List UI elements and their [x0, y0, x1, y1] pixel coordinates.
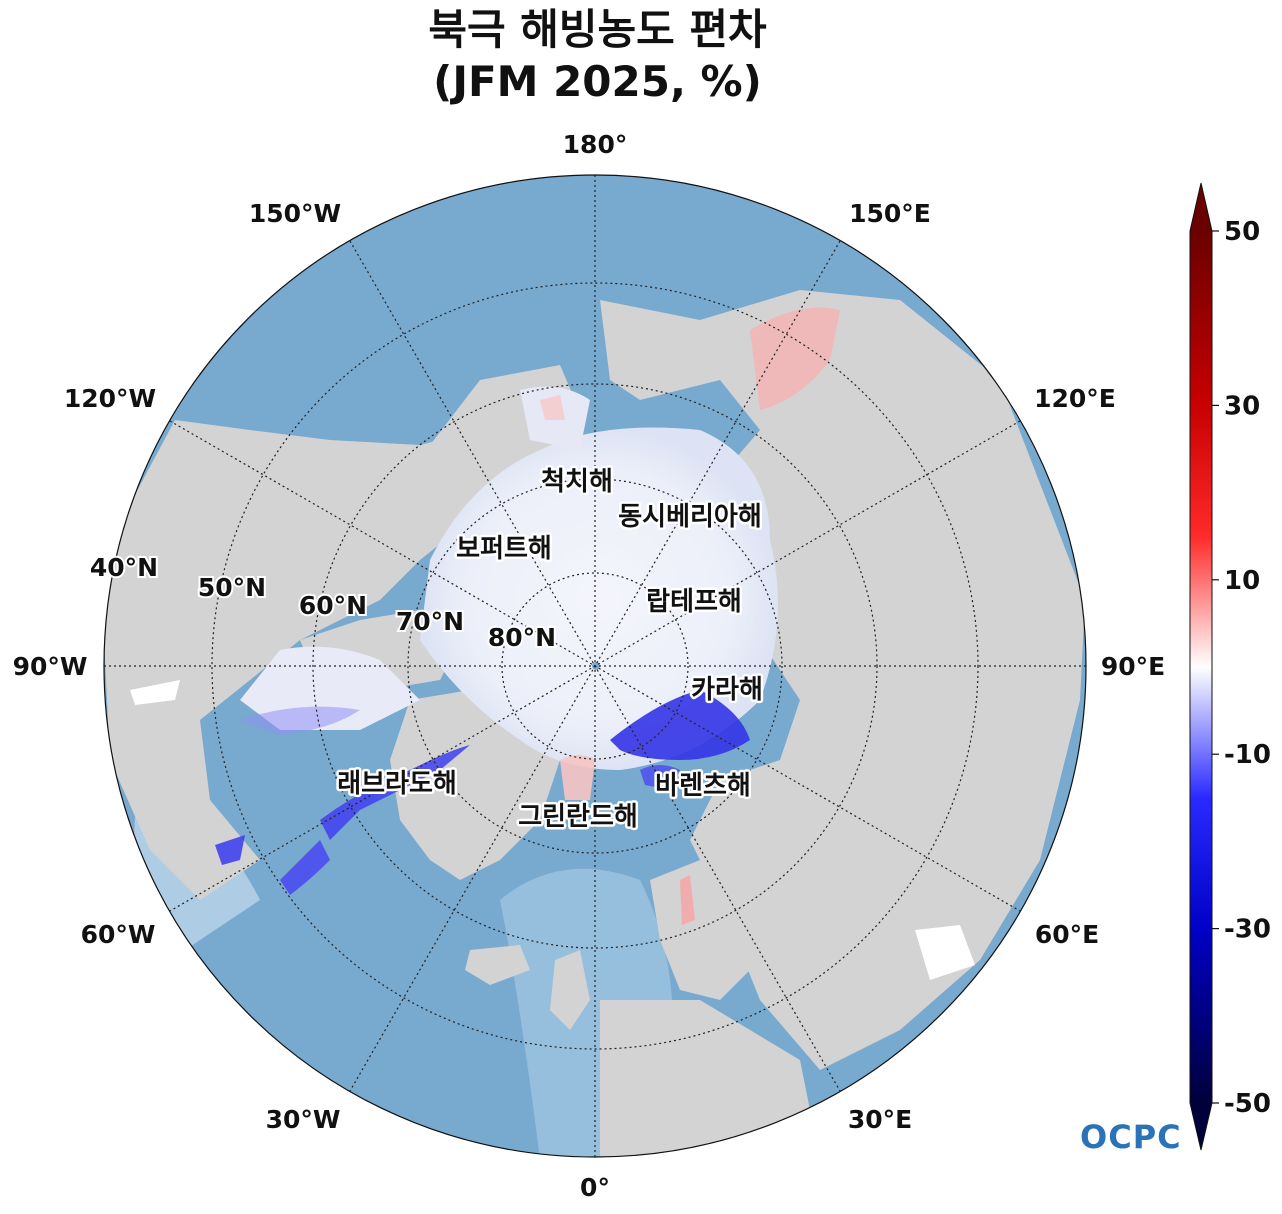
lat-label-50n: 50°N	[198, 573, 266, 602]
sea-label-kara: 카라해	[691, 675, 763, 705]
sea-label-chukchi: 척치해	[541, 467, 613, 497]
sea-label-barents: 바렌츠해	[655, 771, 751, 801]
sea-label-east-siberian: 동시베리아해	[618, 502, 762, 532]
title-line-1: 북극 해빙농도 편차	[428, 5, 767, 54]
colorbar-tick-label: 10	[1224, 566, 1260, 596]
map-body	[104, 175, 1086, 1157]
colorbar-tick-label: -50	[1224, 1089, 1271, 1119]
chart-title: 북극 해빙농도 편차 (JFM 2025, %)	[0, 0, 1195, 108]
lon-label-30e: 30°E	[848, 1105, 912, 1134]
sea-label-greenland: 그린란드해	[518, 802, 638, 832]
lon-label-120w: 120°W	[64, 384, 156, 413]
latitude-labels: 40°N 50°N 60°N 70°N 80°N	[88, 551, 558, 654]
lat-label-80n: 80°N	[488, 623, 556, 652]
colorbar: 50 30 10 -10 -30 -50	[1189, 182, 1271, 1151]
lon-label-120e: 120°E	[1034, 384, 1116, 413]
colorbar-tick-label: 30	[1224, 391, 1260, 421]
lon-label-0: 0°	[580, 1173, 610, 1202]
lon-label-60e: 60°E	[1035, 920, 1099, 949]
colorbar-gradient	[1190, 231, 1212, 1103]
title-line-2: (JFM 2025, %)	[433, 57, 762, 106]
colorbar-tick-label: -10	[1224, 740, 1271, 770]
lon-label-150w: 150°W	[249, 199, 341, 228]
lakes	[130, 680, 975, 980]
graticule	[104, 175, 1086, 1157]
negative-anomalies	[215, 690, 750, 895]
lon-label-150e: 150°E	[849, 199, 931, 228]
sea-label-laptev: 랍테프해	[646, 587, 742, 617]
ocpc-logo: OCPC	[1080, 1118, 1182, 1156]
map-boundary	[103, 174, 1087, 1158]
sea-label-labrador: 래브라도해	[337, 769, 457, 799]
sea-ice-extent	[240, 646, 420, 730]
lat-label-70n: 70°N	[396, 607, 464, 636]
lon-label-180: 180°	[563, 130, 628, 159]
colorbar-extend-max	[1190, 183, 1212, 231]
lon-label-90e: 90°E	[1101, 652, 1165, 681]
lon-label-60w: 60°W	[81, 920, 156, 949]
sea-ice-extent	[420, 427, 778, 770]
lon-label-30w: 30°W	[266, 1105, 341, 1134]
sea-labels: 척치해 동시베리아해 보퍼트해 랍테프해 카라해 래브라도해 바렌츠해 그린란드…	[335, 465, 766, 835]
longitude-labels: 180° 150°E 120°E 90°E 60°E 30°E 0° 30°W …	[13, 130, 1166, 1202]
lat-label-60n: 60°N	[299, 591, 367, 620]
lat-label-40n: 40°N	[90, 553, 158, 582]
sea-label-beaufort: 보퍼트해	[456, 534, 552, 564]
colorbar-extend-min	[1190, 1103, 1212, 1150]
lon-label-90w: 90°W	[13, 652, 88, 681]
colorbar-ticks: 50 30 10 -10 -30 -50	[1212, 217, 1271, 1119]
positive-anomalies	[540, 307, 840, 925]
colorbar-tick-label: 50	[1224, 217, 1260, 247]
colorbar-tick-label: -30	[1224, 915, 1271, 945]
